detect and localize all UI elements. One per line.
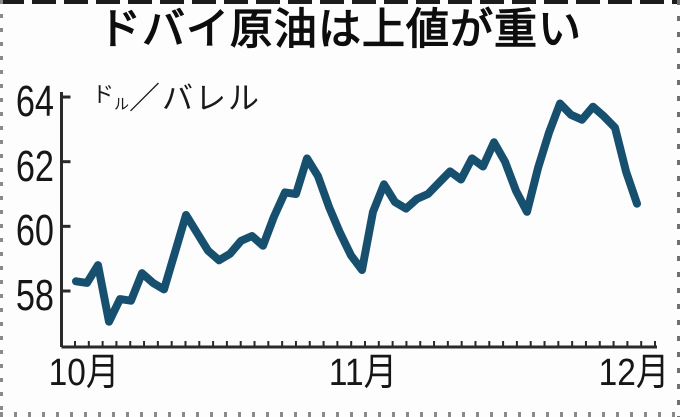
x-tick-label: 10月	[48, 352, 120, 394]
y-tick-label: 62	[15, 141, 55, 191]
chart-title: ドバイ原油は上値が重い	[98, 6, 582, 54]
y-axis-unit-label: ド ル ／バレル	[92, 81, 262, 116]
x-tick-label: 11月	[328, 352, 398, 394]
unit-rest: ／バレル	[129, 81, 262, 116]
price-line	[72, 99, 641, 326]
unit-small-kana: ド	[92, 82, 115, 107]
y-tick-label: 64	[15, 77, 55, 127]
x-tick-label: 12月	[598, 352, 670, 394]
unit-sub-kana: ル	[114, 96, 130, 113]
y-tick-label: 58	[15, 271, 55, 320]
y-tick-label: 60	[15, 206, 55, 256]
